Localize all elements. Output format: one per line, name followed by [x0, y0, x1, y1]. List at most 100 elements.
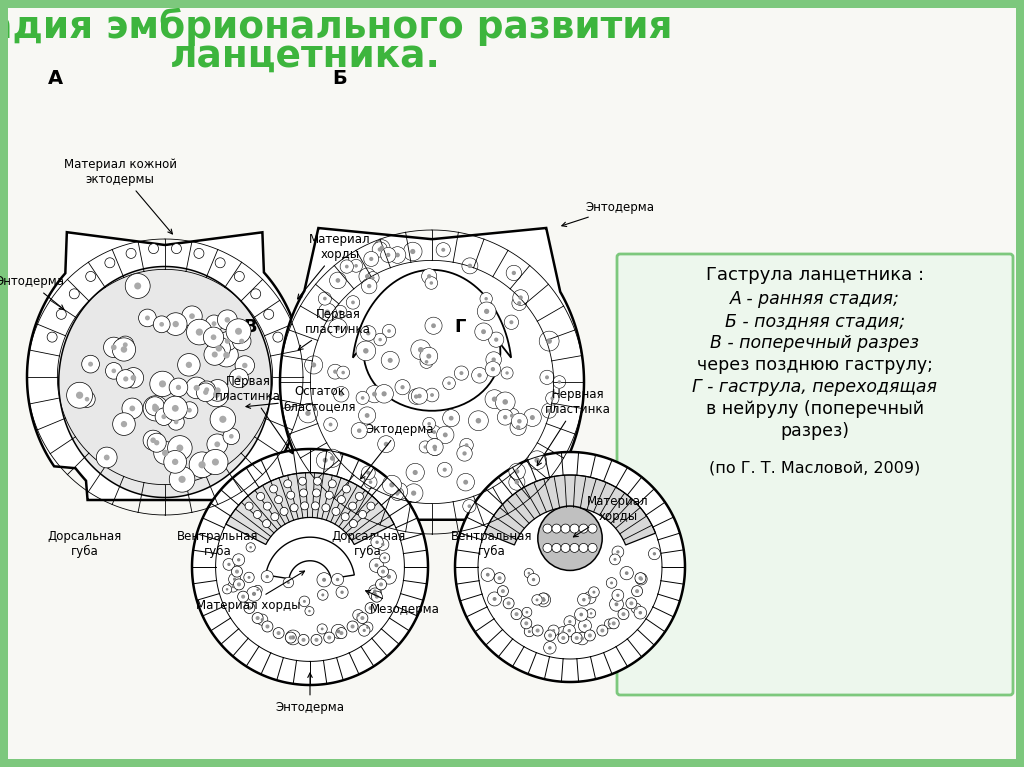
Circle shape	[168, 436, 193, 460]
Circle shape	[314, 638, 318, 642]
Circle shape	[457, 473, 474, 491]
Circle shape	[336, 578, 339, 581]
Circle shape	[323, 297, 327, 301]
Circle shape	[333, 370, 337, 374]
Circle shape	[477, 302, 496, 321]
Circle shape	[163, 397, 187, 420]
Circle shape	[311, 362, 316, 367]
Circle shape	[358, 624, 370, 636]
Circle shape	[372, 242, 387, 257]
Circle shape	[608, 618, 620, 629]
Circle shape	[492, 357, 496, 362]
Circle shape	[341, 512, 349, 521]
Circle shape	[493, 597, 497, 601]
Text: В: В	[243, 318, 257, 336]
Circle shape	[369, 585, 381, 597]
Circle shape	[350, 624, 354, 628]
Circle shape	[298, 477, 306, 486]
Circle shape	[364, 252, 379, 266]
Circle shape	[427, 422, 431, 426]
Circle shape	[389, 247, 406, 263]
Circle shape	[229, 369, 249, 388]
Circle shape	[176, 445, 183, 451]
Circle shape	[506, 371, 509, 374]
Circle shape	[213, 391, 220, 398]
Circle shape	[364, 348, 369, 354]
Circle shape	[442, 377, 456, 390]
Circle shape	[648, 548, 660, 560]
Circle shape	[460, 439, 473, 452]
Circle shape	[329, 480, 336, 488]
Circle shape	[286, 632, 296, 643]
Circle shape	[164, 450, 186, 473]
Circle shape	[378, 247, 382, 252]
Circle shape	[165, 313, 187, 335]
Circle shape	[265, 575, 269, 578]
Circle shape	[317, 573, 331, 587]
Circle shape	[248, 606, 252, 610]
Circle shape	[246, 543, 255, 552]
Circle shape	[143, 430, 163, 450]
Circle shape	[354, 264, 358, 268]
Circle shape	[635, 589, 639, 593]
Circle shape	[411, 491, 417, 495]
Circle shape	[366, 603, 376, 614]
Circle shape	[544, 642, 556, 654]
Circle shape	[123, 377, 128, 381]
Circle shape	[581, 637, 584, 640]
Circle shape	[515, 480, 519, 485]
Circle shape	[332, 624, 345, 638]
Circle shape	[403, 242, 422, 261]
Circle shape	[335, 325, 341, 331]
Circle shape	[447, 381, 451, 385]
Circle shape	[486, 573, 489, 577]
Circle shape	[484, 309, 489, 314]
Circle shape	[236, 356, 255, 375]
Circle shape	[543, 524, 552, 533]
Circle shape	[430, 281, 433, 285]
Circle shape	[545, 630, 556, 641]
Circle shape	[472, 367, 487, 383]
Circle shape	[616, 550, 620, 554]
Circle shape	[571, 633, 583, 644]
Circle shape	[171, 244, 181, 254]
Circle shape	[224, 338, 230, 344]
Circle shape	[388, 358, 393, 363]
Circle shape	[356, 341, 376, 360]
Circle shape	[531, 578, 536, 581]
Circle shape	[367, 284, 372, 288]
Circle shape	[348, 502, 356, 510]
Circle shape	[568, 620, 571, 624]
Circle shape	[160, 322, 164, 327]
Circle shape	[198, 381, 215, 399]
Circle shape	[426, 439, 443, 456]
Bar	[0, 0, 1024, 8]
Circle shape	[375, 563, 379, 568]
Circle shape	[305, 607, 314, 616]
Circle shape	[340, 260, 353, 273]
Circle shape	[547, 409, 551, 413]
Circle shape	[196, 328, 203, 336]
Circle shape	[640, 578, 643, 581]
Circle shape	[284, 578, 294, 588]
Circle shape	[203, 449, 228, 475]
Circle shape	[323, 578, 326, 582]
Circle shape	[423, 417, 435, 430]
Circle shape	[552, 629, 555, 632]
Circle shape	[305, 410, 310, 416]
Circle shape	[525, 611, 528, 614]
Text: Г: Г	[455, 318, 466, 336]
Circle shape	[330, 456, 335, 461]
Text: Дорсальная
губа: Дорсальная губа	[48, 530, 122, 558]
Circle shape	[356, 391, 370, 404]
Text: Гаструла ланцетника :: Гаструла ланцетника :	[706, 266, 924, 284]
Circle shape	[204, 387, 209, 392]
Circle shape	[475, 418, 481, 423]
Circle shape	[395, 252, 399, 258]
Circle shape	[370, 257, 374, 261]
Circle shape	[527, 574, 540, 586]
Circle shape	[317, 590, 328, 601]
Circle shape	[514, 612, 518, 616]
Circle shape	[194, 249, 204, 258]
Circle shape	[212, 459, 219, 466]
